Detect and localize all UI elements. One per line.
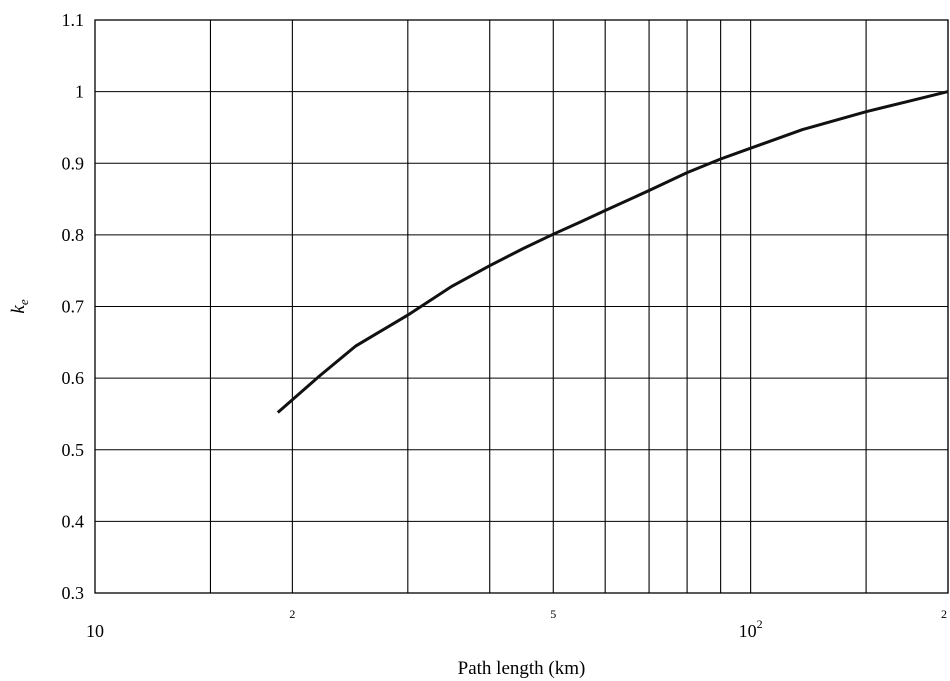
y-tick-labels: 0.3 0.4 0.5 0.6 0.7 0.8 0.9 1 1.1 (62, 10, 85, 603)
y-tick-label: 1 (75, 82, 84, 102)
x-tick-label: 102 (739, 617, 763, 641)
y-tick-label: 0.4 (62, 511, 85, 531)
plot-frame (94, 19, 949, 594)
y-axis-label-main: k (8, 305, 29, 314)
data-series-line (276, 90, 949, 414)
y-axis-label: ke (8, 299, 31, 313)
x-axis-label: Path length (km) (458, 658, 586, 679)
y-tick-label: 0.6 (62, 368, 85, 388)
x-tick-label: 5 (550, 607, 556, 621)
y-tick-label: 0.8 (62, 225, 85, 245)
x-tick-label: 2 (289, 607, 295, 621)
y-tick-label: 0.9 (62, 153, 85, 173)
y-tick-label: 0.3 (62, 583, 85, 603)
x-tick-label: 10 (86, 621, 104, 641)
y-gridlines (95, 19, 948, 594)
y-tick-label: 0.7 (62, 297, 85, 317)
y-tick-label: 1.1 (62, 10, 85, 30)
x-tick-label: 2 (941, 607, 947, 621)
y-tick-label: 0.5 (62, 440, 85, 460)
y-axis-label-subscript: e (16, 299, 31, 305)
